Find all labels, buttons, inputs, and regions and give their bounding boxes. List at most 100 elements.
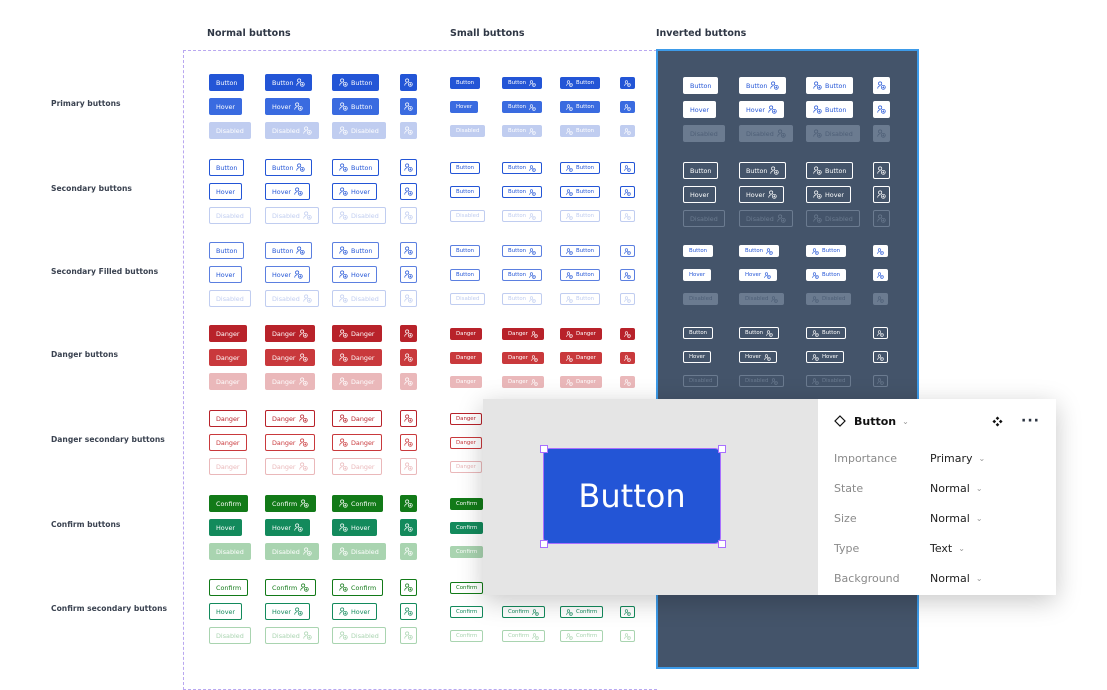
secondary-disabled-button[interactable]: Disabled bbox=[450, 210, 486, 222]
danger-secondary-disabled-button[interactable]: Danger bbox=[450, 461, 482, 473]
primary-disabled-button[interactable]: Disabled bbox=[209, 122, 251, 139]
inv-secondary-normal-button[interactable] bbox=[873, 162, 890, 179]
secondary-filled-disabled-button[interactable]: Disabled bbox=[265, 290, 319, 307]
chevron-down-icon[interactable]: ⌄ bbox=[975, 513, 983, 523]
inv-primary-hover-button[interactable] bbox=[873, 101, 890, 118]
inv-primary-disabled-button[interactable]: Disabled bbox=[739, 293, 785, 305]
danger-normal-button[interactable]: Danger bbox=[560, 328, 602, 340]
secondary-hover-button[interactable]: Button bbox=[560, 186, 601, 198]
inv-secondary-disabled-button[interactable] bbox=[873, 375, 888, 387]
danger-secondary-disabled-button[interactable]: Danger bbox=[332, 458, 382, 475]
confirm-normal-button[interactable]: Confirm bbox=[332, 495, 384, 512]
danger-disabled-button[interactable] bbox=[400, 373, 417, 390]
secondary-hover-button[interactable]: Hover bbox=[209, 183, 243, 200]
secondary-hover-button[interactable] bbox=[620, 186, 635, 198]
danger-secondary-normal-button[interactable]: Danger bbox=[450, 413, 482, 425]
confirm-normal-button[interactable]: Confirm bbox=[450, 498, 484, 510]
secondary-filled-disabled-button[interactable]: Disabled bbox=[450, 293, 486, 305]
inv-secondary-disabled-button[interactable]: Disabled bbox=[806, 210, 860, 227]
primary-disabled-button[interactable] bbox=[620, 125, 635, 137]
resize-handle[interactable] bbox=[718, 540, 726, 548]
inv-secondary-disabled-button[interactable]: Disabled bbox=[683, 210, 725, 227]
chevron-down-icon[interactable]: ⌄ bbox=[975, 483, 983, 493]
inv-secondary-normal-button[interactable]: Button bbox=[739, 162, 787, 179]
inv-secondary-hover-button[interactable]: Hover bbox=[806, 186, 852, 203]
primary-normal-button[interactable]: Button bbox=[332, 74, 380, 91]
secondary-hover-button[interactable]: Hover bbox=[265, 183, 311, 200]
danger-disabled-button[interactable]: Danger bbox=[265, 373, 315, 390]
inv-secondary-normal-button[interactable]: Button bbox=[739, 327, 780, 339]
inv-secondary-disabled-button[interactable]: Disabled bbox=[739, 375, 785, 387]
danger-secondary-hover-button[interactable] bbox=[400, 434, 417, 451]
secondary-hover-button[interactable]: Hover bbox=[332, 183, 378, 200]
confirm-secondary-hover-button[interactable]: Hover bbox=[209, 603, 243, 620]
resize-handle[interactable] bbox=[540, 445, 548, 453]
chevron-down-icon[interactable]: ⌄ bbox=[975, 573, 983, 583]
inv-secondary-hover-button[interactable]: Hover bbox=[683, 351, 712, 363]
confirm-secondary-disabled-button[interactable]: Disabled bbox=[209, 627, 251, 644]
danger-hover-button[interactable]: Danger bbox=[332, 349, 382, 366]
secondary-filled-normal-button[interactable] bbox=[620, 245, 635, 257]
secondary-filled-disabled-button[interactable]: Button bbox=[560, 293, 601, 305]
inv-secondary-normal-button[interactable]: Button bbox=[806, 162, 854, 179]
secondary-filled-disabled-button[interactable]: Disabled bbox=[332, 290, 386, 307]
danger-hover-button[interactable]: Danger bbox=[450, 352, 482, 364]
go-to-main-component-icon[interactable] bbox=[992, 412, 1003, 431]
secondary-filled-normal-button[interactable]: Button bbox=[209, 242, 245, 259]
inv-primary-hover-button[interactable]: Button bbox=[806, 101, 854, 118]
danger-secondary-hover-button[interactable]: Danger bbox=[209, 434, 247, 451]
confirm-secondary-disabled-button[interactable]: Confirm bbox=[450, 630, 484, 642]
confirm-disabled-button[interactable]: Disabled bbox=[265, 543, 319, 560]
secondary-disabled-button[interactable]: Disabled bbox=[209, 207, 251, 224]
confirm-secondary-disabled-button[interactable]: Disabled bbox=[265, 627, 319, 644]
danger-normal-button[interactable]: Danger bbox=[332, 325, 382, 342]
secondary-filled-normal-button[interactable]: Button bbox=[502, 245, 543, 257]
danger-secondary-hover-button[interactable]: Danger bbox=[450, 437, 482, 449]
secondary-hover-button[interactable]: Button bbox=[450, 186, 481, 198]
danger-normal-button[interactable] bbox=[620, 328, 635, 340]
danger-normal-button[interactable]: Danger bbox=[209, 325, 247, 342]
danger-hover-button[interactable]: Danger bbox=[265, 349, 315, 366]
secondary-filled-hover-button[interactable]: Hover bbox=[209, 266, 243, 283]
confirm-secondary-hover-button[interactable]: Hover bbox=[332, 603, 378, 620]
secondary-filled-normal-button[interactable]: Button bbox=[332, 242, 380, 259]
inv-primary-normal-button[interactable]: Button bbox=[683, 77, 719, 94]
inv-primary-hover-button[interactable]: Hover bbox=[739, 269, 778, 281]
secondary-filled-disabled-button[interactable]: Disabled bbox=[209, 290, 251, 307]
inv-secondary-disabled-button[interactable]: Disabled bbox=[683, 375, 719, 387]
chevron-down-icon[interactable]: ⌄ bbox=[978, 453, 986, 463]
property-value-dropdown[interactable]: Primary bbox=[930, 451, 973, 465]
chevron-down-icon[interactable]: ⌄ bbox=[902, 416, 909, 426]
confirm-secondary-disabled-button[interactable] bbox=[620, 630, 635, 642]
inv-secondary-normal-button[interactable]: Button bbox=[683, 162, 719, 179]
primary-hover-button[interactable]: Hover bbox=[450, 101, 479, 113]
danger-disabled-button[interactable]: Danger bbox=[502, 376, 544, 388]
danger-normal-button[interactable] bbox=[400, 325, 417, 342]
property-value-dropdown[interactable]: Normal bbox=[930, 571, 970, 585]
inv-primary-disabled-button[interactable]: Disabled bbox=[806, 293, 852, 305]
inv-primary-normal-button[interactable]: Button bbox=[683, 245, 714, 257]
secondary-normal-button[interactable]: Button bbox=[560, 162, 601, 174]
secondary-filled-disabled-button[interactable]: Button bbox=[502, 293, 543, 305]
inv-primary-hover-button[interactable]: Hover bbox=[739, 101, 785, 118]
danger-secondary-disabled-button[interactable]: Danger bbox=[209, 458, 247, 475]
inv-secondary-hover-button[interactable]: Hover bbox=[806, 351, 845, 363]
confirm-hover-button[interactable]: Confirm bbox=[450, 522, 484, 534]
inv-primary-disabled-button[interactable] bbox=[873, 293, 888, 305]
secondary-normal-button[interactable]: Button bbox=[265, 159, 313, 176]
confirm-secondary-hover-button[interactable]: Confirm bbox=[560, 606, 604, 618]
primary-normal-button[interactable]: Button bbox=[502, 77, 543, 89]
selected-button-preview[interactable]: Button bbox=[543, 448, 721, 544]
confirm-secondary-disabled-button[interactable]: Confirm bbox=[502, 630, 546, 642]
primary-normal-button[interactable]: Button bbox=[209, 74, 245, 91]
danger-normal-button[interactable]: Danger bbox=[502, 328, 544, 340]
secondary-filled-normal-button[interactable]: Button bbox=[560, 245, 601, 257]
component-name[interactable]: Button bbox=[854, 414, 897, 428]
inv-secondary-hover-button[interactable]: Hover bbox=[683, 186, 717, 203]
secondary-normal-button[interactable]: Button bbox=[502, 162, 543, 174]
property-value-dropdown[interactable]: Normal bbox=[930, 511, 970, 525]
confirm-secondary-hover-button[interactable]: Hover bbox=[265, 603, 311, 620]
secondary-filled-hover-button[interactable]: Button bbox=[502, 269, 543, 281]
confirm-secondary-disabled-button[interactable]: Disabled bbox=[332, 627, 386, 644]
confirm-hover-button[interactable]: Hover bbox=[265, 519, 311, 536]
